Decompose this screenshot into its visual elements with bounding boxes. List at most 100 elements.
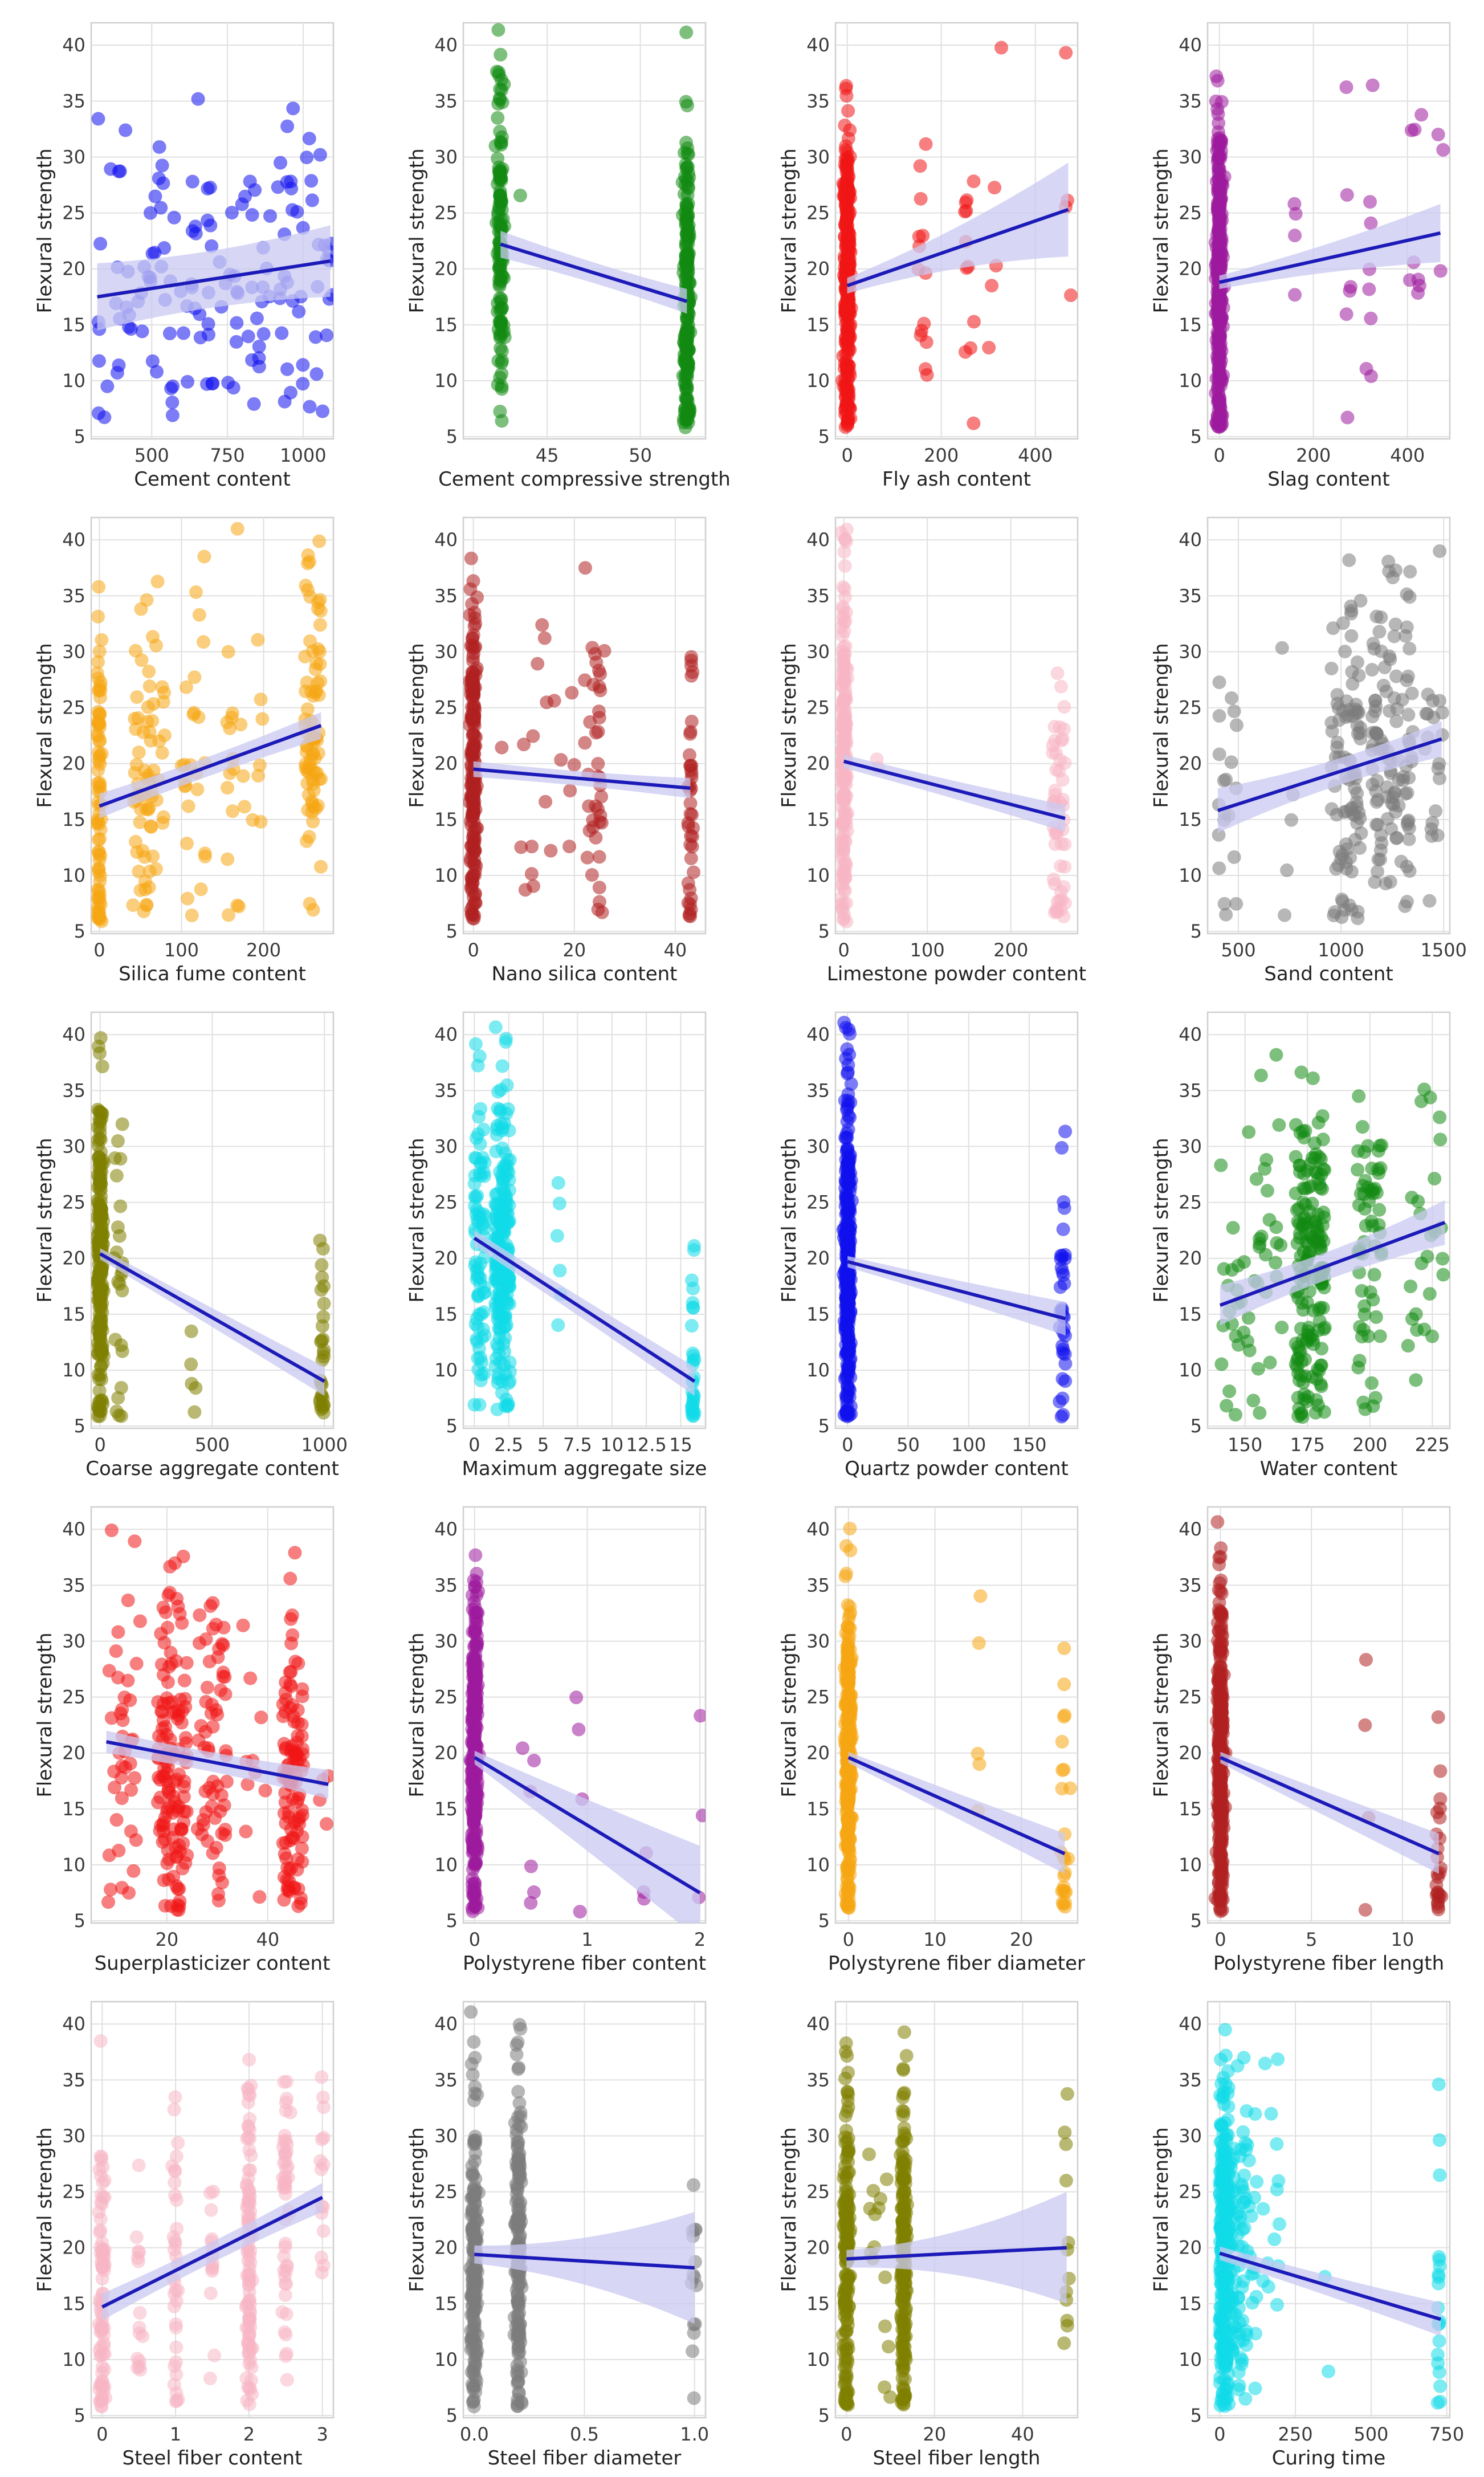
data-point	[213, 1804, 227, 1819]
data-point	[466, 686, 480, 700]
data-point	[200, 1680, 214, 1694]
data-point	[687, 865, 701, 879]
data-point	[252, 758, 267, 772]
data-point	[280, 119, 295, 133]
x-axis-label: Quartz powder content	[845, 1457, 1069, 1480]
data-point	[516, 1741, 530, 1755]
data-point	[1055, 1265, 1070, 1279]
data-point	[1352, 841, 1367, 855]
y-tick-label: 40	[62, 1024, 85, 1045]
data-point	[695, 1808, 706, 1823]
data-point	[316, 1310, 331, 1324]
data-point	[466, 727, 480, 741]
data-point	[154, 1657, 169, 1672]
data-point	[1212, 709, 1226, 723]
data-point	[150, 575, 165, 589]
y-axis-label: Flexural strength	[34, 148, 56, 313]
data-point	[1336, 616, 1350, 630]
data-point	[470, 1639, 484, 1653]
data-point	[1057, 1641, 1071, 1655]
data-point	[92, 861, 106, 875]
data-point	[1365, 663, 1379, 677]
data-point	[465, 665, 479, 679]
plot-area	[1212, 544, 1449, 926]
data-point	[551, 1318, 565, 1332]
data-point	[683, 796, 698, 810]
x-tick-label: 500	[134, 445, 169, 466]
y-tick-label: 30	[806, 1135, 830, 1157]
data-point	[580, 850, 594, 865]
data-point	[474, 1256, 488, 1270]
data-point	[1054, 859, 1068, 873]
data-point	[1237, 1255, 1251, 1269]
data-point	[92, 682, 106, 696]
y-tick-label: 10	[1179, 1854, 1202, 1876]
data-point	[93, 822, 108, 837]
y-tick-label: 15	[62, 809, 85, 830]
data-point	[1213, 391, 1227, 405]
y-tick-label: 10	[1179, 865, 1202, 886]
data-point	[491, 1371, 505, 1386]
data-point	[1241, 1311, 1255, 1325]
data-point	[222, 908, 236, 922]
data-point	[315, 1258, 329, 1272]
y-tick-label: 25	[434, 1192, 458, 1213]
data-point	[131, 711, 145, 725]
data-point	[312, 534, 327, 548]
data-point	[837, 545, 851, 559]
data-point	[1373, 843, 1388, 857]
data-point	[1383, 875, 1397, 889]
x-tick-label: 7.5	[563, 1434, 592, 1456]
data-point	[1340, 188, 1354, 202]
data-point	[1372, 1139, 1387, 1153]
data-point	[164, 381, 178, 396]
data-point	[958, 345, 972, 359]
y-tick-label: 30	[62, 146, 85, 168]
data-point	[687, 1243, 701, 1257]
x-tick-label: 0	[841, 445, 853, 466]
regression-line	[843, 759, 1066, 820]
data-point	[108, 1151, 122, 1165]
data-point	[291, 1656, 305, 1671]
data-point	[1356, 1179, 1370, 1193]
data-point	[154, 1818, 168, 1832]
data-point	[1228, 1408, 1242, 1422]
data-point	[218, 1823, 233, 1837]
data-point	[539, 795, 553, 809]
data-point	[493, 188, 507, 202]
y-tick-label: 30	[62, 1630, 85, 1652]
data-point	[221, 781, 235, 795]
data-point	[490, 1402, 504, 1416]
y-tick-label: 40	[434, 529, 458, 551]
y-tick-label: 5	[446, 426, 458, 447]
y-tick-label: 15	[1179, 1303, 1202, 1325]
data-point	[1368, 875, 1382, 889]
data-point	[919, 137, 933, 151]
data-point	[1436, 142, 1450, 157]
data-point	[280, 362, 295, 376]
data-point	[225, 206, 239, 220]
data-point	[93, 1195, 108, 1209]
data-point	[199, 1632, 213, 1647]
data-point	[92, 645, 107, 659]
data-point	[282, 1810, 296, 1824]
data-point	[1340, 410, 1355, 425]
data-point	[471, 1362, 486, 1376]
plot-area	[1208, 1515, 1449, 1918]
data-point	[126, 898, 140, 912]
y-tick-label: 30	[806, 1630, 830, 1652]
x-tick-label: 20	[562, 939, 586, 961]
data-point	[973, 1589, 988, 1603]
data-point	[157, 1873, 171, 1888]
data-point	[206, 1596, 220, 1610]
data-point	[491, 1276, 505, 1290]
data-point	[1380, 812, 1395, 826]
data-point	[206, 1622, 220, 1636]
data-point	[841, 1789, 855, 1803]
data-point	[1226, 1221, 1240, 1235]
data-point	[158, 1899, 172, 1913]
data-point	[681, 207, 695, 222]
data-point	[1224, 755, 1238, 769]
data-point	[841, 1166, 855, 1180]
